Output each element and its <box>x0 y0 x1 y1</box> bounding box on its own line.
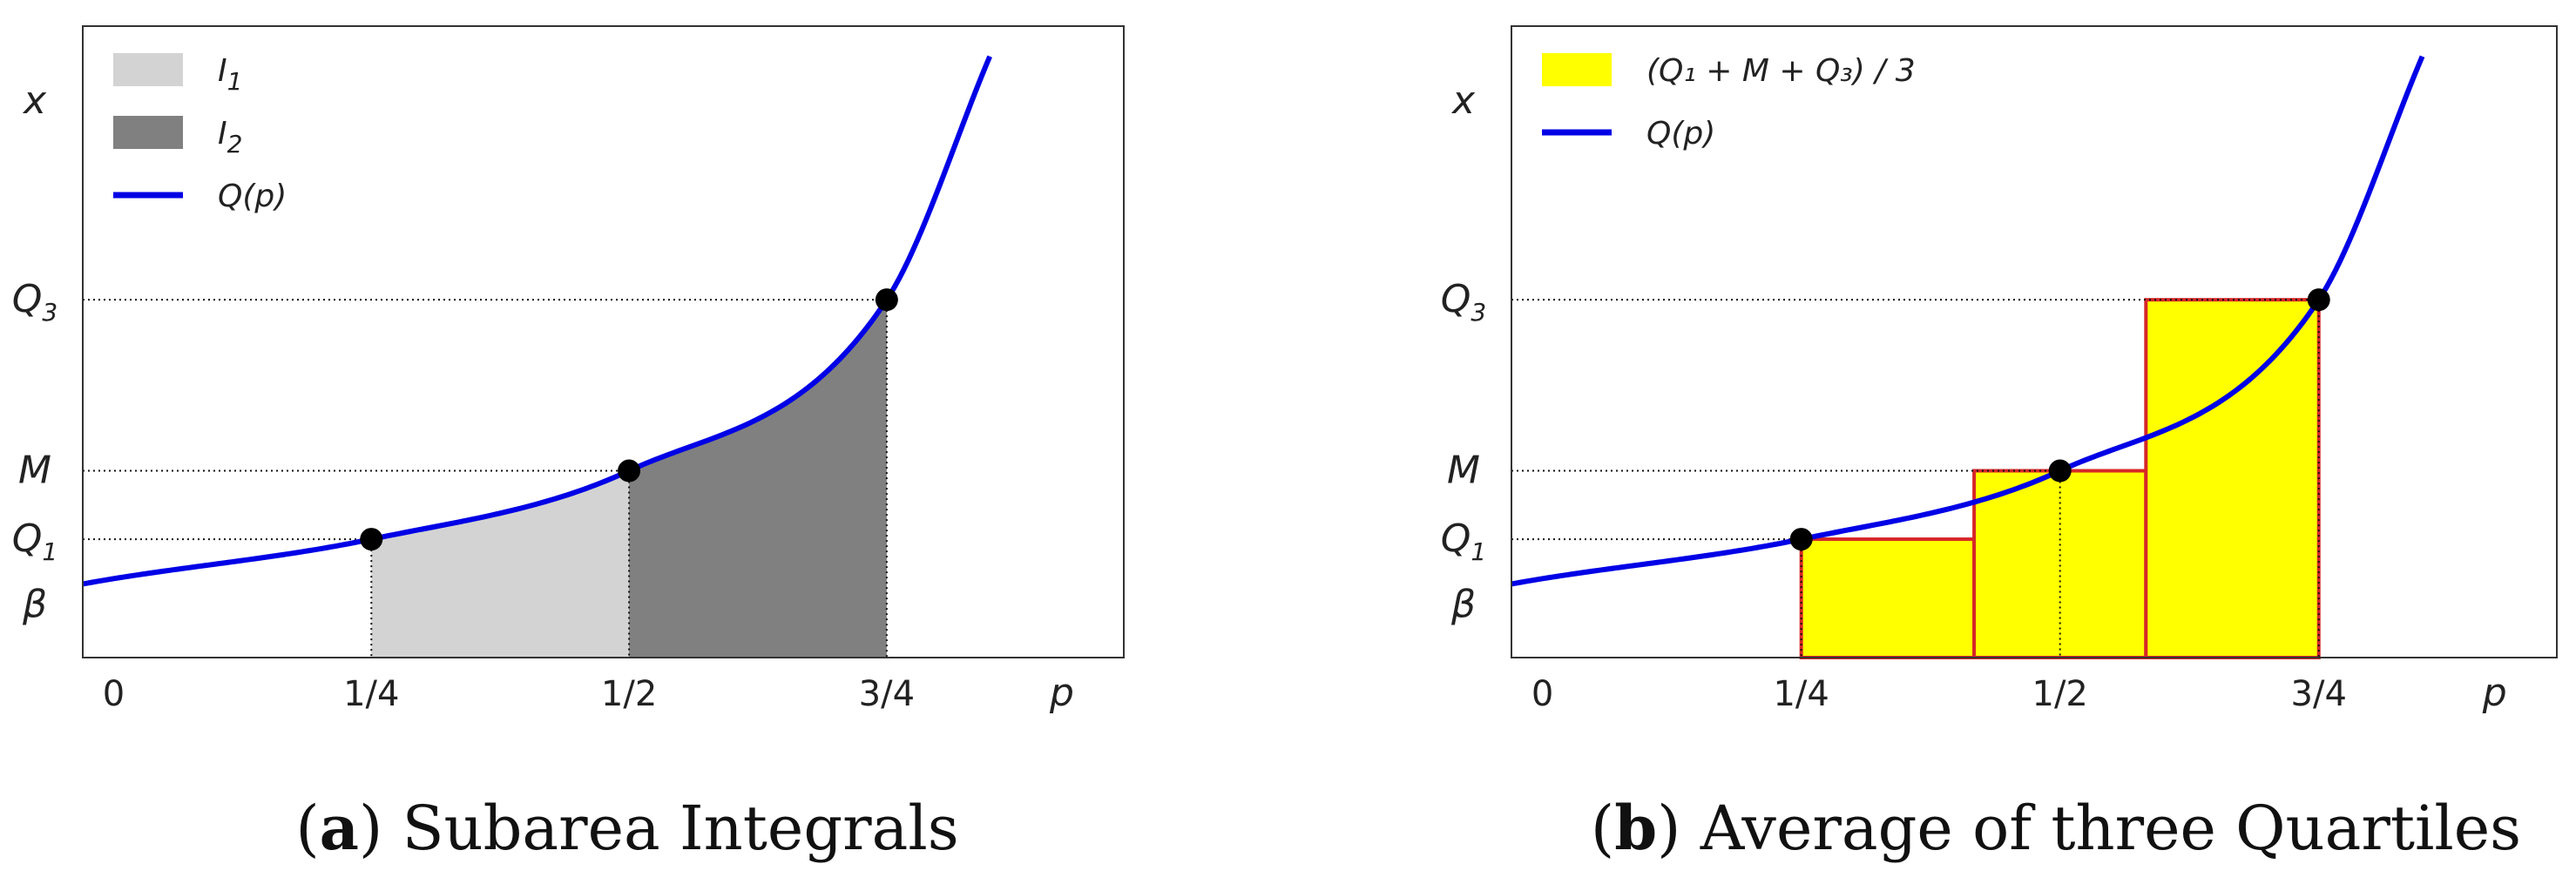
caption: (a) Subarea Integrals <box>295 792 958 864</box>
legend-swatch-1 <box>1542 53 1612 86</box>
average-bars <box>1799 298 2321 659</box>
y-tick-label-1: β <box>1450 582 1476 626</box>
quantile-curve <box>82 55 992 587</box>
x-axis-label: p <box>1049 671 1074 715</box>
y-tick-label-4: Q3 <box>1441 277 1486 327</box>
y-axis-label: x <box>22 78 47 123</box>
x-axis-label: p <box>2482 671 2507 715</box>
quartile-points <box>360 288 898 551</box>
quartile-point-3 <box>2307 288 2330 312</box>
average-bar-1 <box>1799 537 1977 659</box>
x-tick-label-3: 1/2 <box>601 674 657 714</box>
legend-label-3: Q(p) <box>218 179 287 214</box>
legend: (Q₁ + M + Q₃) / 3 Q(p) <box>1542 53 1916 152</box>
x-tick-label-2: 1/4 <box>1773 674 1829 714</box>
legend-label-1: (Q₁ + M + Q₃) / 3 <box>1646 53 1916 89</box>
plot-frame <box>82 25 1125 658</box>
y-tick-labels: β Q1 M Q3 <box>1441 277 1486 626</box>
dotted-guide-lines <box>83 299 888 658</box>
dotted-guide-lines <box>1511 299 2320 658</box>
panel-b-chart: β Q1 M Q3 0 1/4 1/2 3/4 x p (Q₁ + M + Q₃) / 3 Q… <box>1441 25 2558 864</box>
quartile-point-2 <box>2048 459 2072 483</box>
x-tick-label-4: 3/4 <box>2291 674 2347 714</box>
shaded-region-1 <box>371 470 630 658</box>
y-tick-label-3: M <box>1447 449 1480 493</box>
average-bar-3 <box>2144 298 2321 659</box>
legend-swatch-2 <box>113 116 183 149</box>
y-tick-label-4: Q3 <box>12 277 57 327</box>
shaded-region-2 <box>629 300 887 658</box>
x-tick-labels: 0 1/4 1/2 3/4 <box>103 674 915 714</box>
x-tick-label-1: 0 <box>103 674 125 714</box>
y-tick-label-3: M <box>18 449 51 493</box>
x-tick-labels: 0 1/4 1/2 3/4 <box>1531 674 2347 714</box>
x-tick-label-3: 1/2 <box>2032 674 2088 714</box>
y-tick-label-2: Q1 <box>12 516 57 566</box>
shaded-regions <box>371 300 887 658</box>
x-tick-label-4: 3/4 <box>859 674 915 714</box>
caption: (b) Average of three Quartiles <box>1591 792 2521 864</box>
legend-label-2: Q(p) <box>1646 116 1715 152</box>
x-tick-label-1: 0 <box>1531 674 1553 714</box>
average-bar-2 <box>1972 469 2148 659</box>
x-tick-label-2: 1/4 <box>343 674 399 714</box>
y-tick-label-1: β <box>22 582 47 626</box>
quartile-point-1 <box>1789 528 1813 551</box>
quartile-point-1 <box>360 528 383 551</box>
quartile-points <box>1789 288 2330 551</box>
quartile-point-3 <box>875 288 898 312</box>
quantile-curve <box>1511 55 2425 587</box>
y-tick-label-2: Q1 <box>1441 516 1486 566</box>
y-axis-label: x <box>1450 78 1476 123</box>
panel-a-chart: β Q1 M Q3 0 1/4 1/2 3/4 x p I1 I2 Q(p) (a) Subar… <box>12 25 1125 864</box>
plot-frame <box>1511 25 2558 658</box>
y-tick-labels: β Q1 M Q3 <box>12 277 57 626</box>
legend-label-1: I1 <box>218 53 242 96</box>
legend: I1 I2 Q(p) <box>113 53 287 214</box>
legend-swatch-1 <box>113 53 183 86</box>
quartile-point-2 <box>618 459 641 483</box>
legend-label-2: I2 <box>218 116 242 159</box>
